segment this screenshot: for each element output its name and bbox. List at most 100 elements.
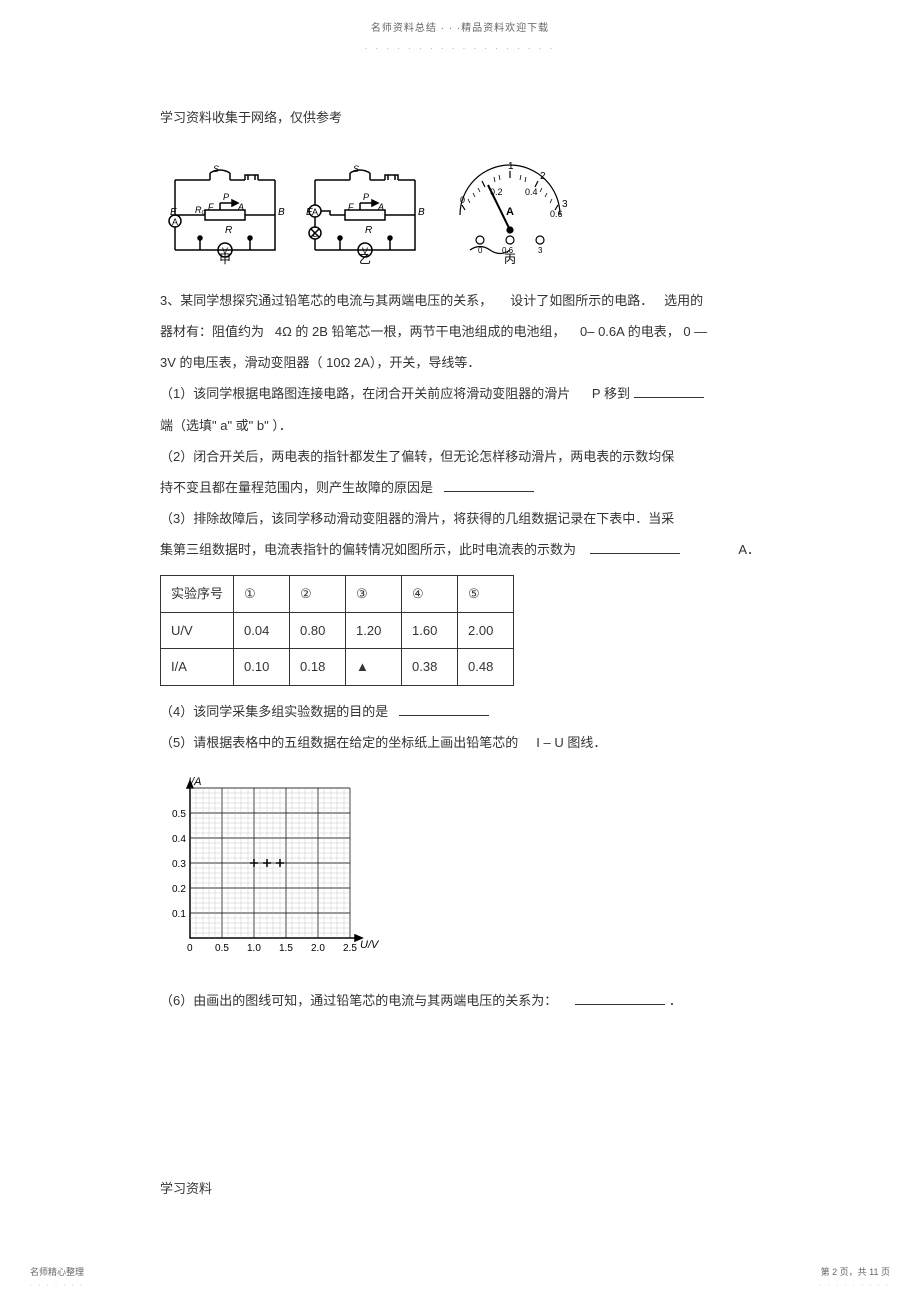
footer-right-text: 第 2 页，共 11 页 [819, 1264, 890, 1280]
u-2: 0.80 [290, 612, 346, 648]
svg-text:0.2: 0.2 [172, 884, 186, 895]
p3-c: 选用的 [664, 293, 703, 308]
q4: （4）该同学采集多组实验数据的目的是 [160, 696, 760, 727]
p3-2b: 4Ω 的 2B 铅笔芯一根，两节干电池组成的电池组， [275, 324, 566, 339]
i-4: 0.38 [402, 649, 458, 685]
data-table: 实验序号 ① ② ③ ④ ⑤ U/V 0.04 0.80 1.20 1.60 2… [160, 575, 514, 685]
svg-text:R₀: R₀ [195, 205, 205, 215]
q4-text: （4）该同学采集多组实验数据的目的是 [160, 704, 388, 719]
q2-b: 持不变且都在量程范围内，则产生故障的原因是 [160, 480, 433, 495]
table-row-u: U/V 0.04 0.80 1.20 1.60 2.00 [161, 612, 514, 648]
svg-text:3: 3 [562, 199, 568, 210]
svg-text:2: 2 [540, 171, 546, 182]
svg-text:A: A [172, 217, 178, 227]
table-row-i: I/A 0.10 0.18 ▲ 0.38 0.48 [161, 649, 514, 685]
svg-text:0: 0 [478, 246, 483, 255]
p3-2c: 0– 0.6A 的电表， 0 — [580, 324, 707, 339]
header-line2: · · · · · · · · · · · · · · · · · · [160, 42, 760, 106]
q2-line2: 持不变且都在量程范围内，则产生故障的原因是 [160, 472, 760, 503]
svg-text:S: S [353, 164, 359, 174]
circuit-yi: A L V E B F A P R S 乙 [300, 155, 430, 265]
svg-text:0.6: 0.6 [550, 209, 563, 219]
svg-text:A: A [237, 202, 244, 212]
svg-text:0.4: 0.4 [172, 834, 186, 845]
svg-text:1: 1 [508, 161, 514, 172]
th-3: ③ [346, 576, 402, 612]
u-5: 2.00 [458, 612, 514, 648]
page-footer: 名师精心整理 · · · · · · · 第 2 页，共 11 页 · · · … [0, 1264, 920, 1293]
page-container: 名师资料总结 · · ·精品资料欢迎下载 · · · · · · · · · ·… [0, 0, 920, 1303]
q1-blank [634, 385, 704, 398]
svg-text:丙: 丙 [504, 252, 516, 265]
q4-blank [399, 703, 489, 716]
th-0: 实验序号 [161, 576, 234, 612]
problem-3-intro: 3、某同学想探究通过铅笔芯的电流与其两端电压的关系， 设计了如图所示的电路． 选… [160, 285, 760, 316]
svg-text:E: E [306, 207, 313, 218]
svg-text:A: A [377, 202, 384, 212]
svg-text:2.0: 2.0 [311, 943, 325, 954]
svg-text:0: 0 [460, 195, 465, 205]
i-3: ▲ [346, 649, 402, 685]
q3-line2: 集第三组数据时，电流表指针的偏转情况如图所示，此时电流表的示数为 A． [160, 534, 760, 565]
q1-b: P 移到 [592, 386, 630, 401]
svg-text:0.3: 0.3 [172, 859, 186, 870]
footer-left-sub: · · · · · · · [30, 1280, 84, 1293]
q2-blank [444, 479, 534, 492]
circuit-figures: A V E B R₀ F A P R S 甲 [160, 155, 760, 265]
svg-text:0.2: 0.2 [490, 187, 503, 197]
i-2: 0.18 [290, 649, 346, 685]
svg-text:A: A [312, 207, 318, 217]
q2-line1: （2）闭合开关后，两电表的指针都发生了偏转，但无论怎样移动滑片，两电表的示数均保 [160, 441, 760, 472]
circuit-jia: A V E B R₀ F A P R S 甲 [160, 155, 290, 265]
svg-text:P: P [363, 192, 369, 202]
q6-text: （6）由画出的图线可知，通过铅笔芯的电流与其两端电压的关系为： [160, 993, 557, 1008]
svg-text:2.5: 2.5 [343, 943, 357, 954]
graph: I/A U/V 0.5 0.4 [160, 773, 760, 970]
u-1: 0.04 [234, 612, 290, 648]
footer-right-sub: · · · · · · · · · [819, 1280, 890, 1293]
svg-text:0.1: 0.1 [172, 909, 186, 920]
q1-a: （1）该同学根据电路图连接电路，在闭合开关前应将滑动变阻器的滑片 [160, 386, 570, 401]
svg-text:0.4: 0.4 [525, 187, 538, 197]
svg-text:0: 0 [187, 943, 193, 954]
subtitle: 学习资料收集于网络，仅供参考 [160, 106, 760, 129]
q6: （6）由画出的图线可知，通过铅笔芯的电流与其两端电压的关系为： ． [160, 985, 760, 1016]
svg-text:0.5: 0.5 [215, 943, 229, 954]
footer-left: 名师精心整理 · · · · · · · [30, 1264, 84, 1293]
q3-blank [590, 541, 680, 554]
q3-unit: A． [738, 534, 760, 565]
ammeter-bing: 0 1 2 3 0.2 0.4 0.6 A 0 0.6 3 丙 [440, 155, 580, 265]
q5-a: （5）请根据表格中的五组数据在给定的坐标纸上画出铅笔芯的 [160, 735, 518, 750]
q1-line1: （1）该同学根据电路图连接电路，在闭合开关前应将滑动变阻器的滑片 P 移到 [160, 378, 760, 409]
header-line1: 名师资料总结 · · ·精品资料欢迎下载 [160, 20, 760, 42]
svg-text:B: B [418, 207, 425, 218]
problem-3-line3: 3V 的电压表，滑动变阻器（ 10Ω 2A），开关，导线等． [160, 347, 760, 378]
svg-text:U/V: U/V [360, 939, 380, 951]
svg-text:乙: 乙 [359, 252, 371, 265]
svg-text:P: P [223, 192, 229, 202]
q6-blank [575, 992, 665, 1005]
svg-text:1.0: 1.0 [247, 943, 261, 954]
footer-study: 学习资料 [160, 1177, 760, 1200]
p3-2a: 器材有：阻值约为 [160, 324, 264, 339]
svg-text:B: B [278, 207, 285, 218]
svg-text:E: E [170, 207, 177, 218]
th-2: ② [290, 576, 346, 612]
u-3: 1.20 [346, 612, 402, 648]
problem-3-line2: 器材有：阻值约为 4Ω 的 2B 铅笔芯一根，两节干电池组成的电池组， 0– 0… [160, 316, 760, 347]
q5: （5）请根据表格中的五组数据在给定的坐标纸上画出铅笔芯的 I – U 图线． [160, 727, 760, 758]
table-row-header: 实验序号 ① ② ③ ④ ⑤ [161, 576, 514, 612]
i-5: 0.48 [458, 649, 514, 685]
footer-left-text: 名师精心整理 [30, 1264, 84, 1280]
footer-right: 第 2 页，共 11 页 · · · · · · · · · [819, 1264, 890, 1293]
svg-text:甲: 甲 [219, 252, 231, 265]
p3-b: 设计了如图所示的电路． [510, 293, 653, 308]
q1-line2: 端（选填" a" 或" b" ）． [160, 410, 760, 441]
p3-a: 3、某同学想探究通过铅笔芯的电流与其两端电压的关系， [160, 293, 492, 308]
q3-line1: （3）排除故障后，该同学移动滑动变阻器的滑片，将获得的几组数据记录在下表中．当采 [160, 503, 760, 534]
u-4: 1.60 [402, 612, 458, 648]
th-5: ⑤ [458, 576, 514, 612]
i-1: 0.10 [234, 649, 290, 685]
q3-b: 集第三组数据时，电流表指针的偏转情况如图所示，此时电流表的示数为 [160, 542, 576, 557]
svg-text:F: F [208, 202, 214, 212]
